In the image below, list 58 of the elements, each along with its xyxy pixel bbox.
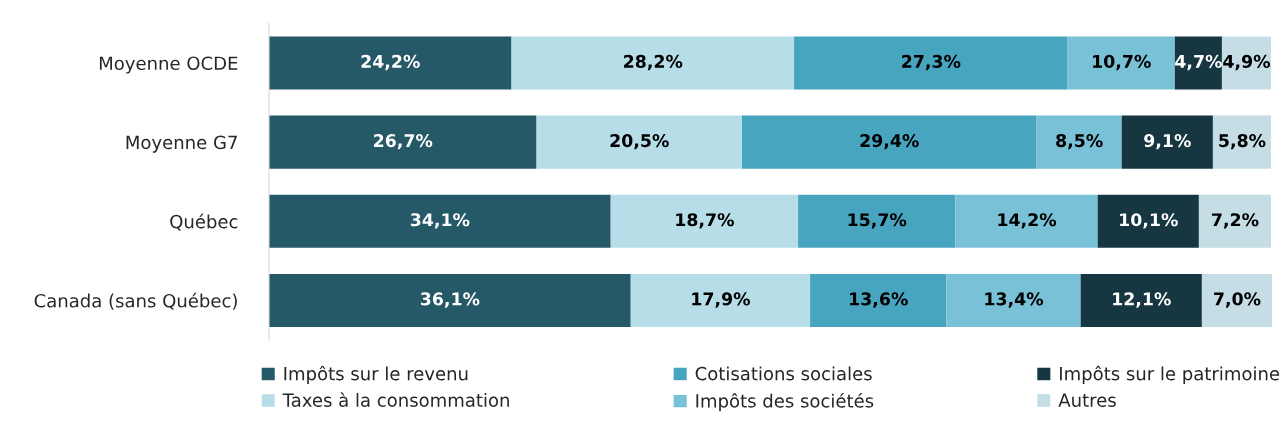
bar <box>1080 273 1202 327</box>
y-tick-label: Québec <box>170 213 238 231</box>
bar <box>610 194 799 248</box>
data-label: 9,1% <box>1144 134 1191 150</box>
bar <box>741 115 1037 169</box>
legend-label: Taxes à la consommation <box>282 392 509 407</box>
data-label: 5,8% <box>1219 134 1266 150</box>
bar <box>1036 115 1122 169</box>
data-label: 10,1% <box>1120 213 1178 229</box>
data-label: 10,7% <box>1093 54 1151 71</box>
data-label: 29,4% <box>860 134 919 150</box>
data-label: 4,9% <box>1223 54 1270 71</box>
bar <box>1067 36 1175 90</box>
bar <box>630 273 811 327</box>
bar <box>1212 115 1272 169</box>
data-label: 7,2% <box>1212 213 1259 229</box>
bar <box>269 36 512 90</box>
data-label: 20,5% <box>610 134 669 150</box>
data-label: 4,7% <box>1175 54 1222 71</box>
data-label: 15,7% <box>848 213 907 229</box>
bar <box>269 194 611 248</box>
bar <box>269 115 537 169</box>
data-label: 13,4% <box>985 292 1044 308</box>
legend-label: Cotisations sociales <box>695 366 872 381</box>
data-label: 36,1% <box>420 292 480 308</box>
bar <box>269 273 631 327</box>
legend-label: Impôts sur le revenu <box>284 365 468 384</box>
data-label: 26,7% <box>374 134 433 150</box>
bar <box>1121 115 1213 169</box>
legend-label: Autres <box>1058 393 1116 407</box>
data-label: 18,7% <box>676 213 734 229</box>
bar <box>810 273 947 327</box>
data-label: 27,3% <box>902 54 961 71</box>
bar <box>946 273 1081 327</box>
data-label: 13,6% <box>850 292 908 308</box>
bar <box>1174 36 1222 90</box>
data-label: 24,2% <box>361 54 420 71</box>
bar <box>1201 273 1273 327</box>
y-tick-label: Moyenne OCDE <box>99 56 238 74</box>
data-label: 34,1% <box>410 213 470 229</box>
bar <box>511 36 795 90</box>
legend-label: Impôts sur le patrimoine <box>1060 365 1280 384</box>
data-label: 28,2% <box>624 54 683 71</box>
y-tick-label: Moyenne G7 <box>126 135 237 153</box>
data-label: 12,1% <box>1113 292 1171 308</box>
data-label: 8,5% <box>1056 134 1103 150</box>
legend-label: Impôts des sociétés <box>696 392 874 412</box>
bar <box>794 36 1068 90</box>
bar <box>798 194 956 248</box>
data-label: 17,9% <box>692 292 750 308</box>
bar <box>536 115 742 169</box>
y-tick-label: Canada (sans Québec) <box>34 292 237 310</box>
data-label: 7,0% <box>1214 292 1261 308</box>
bar <box>955 194 1098 248</box>
bar <box>1198 194 1272 248</box>
bar <box>1221 36 1272 90</box>
bar <box>1097 194 1199 248</box>
data-label: 14,2% <box>998 213 1057 229</box>
